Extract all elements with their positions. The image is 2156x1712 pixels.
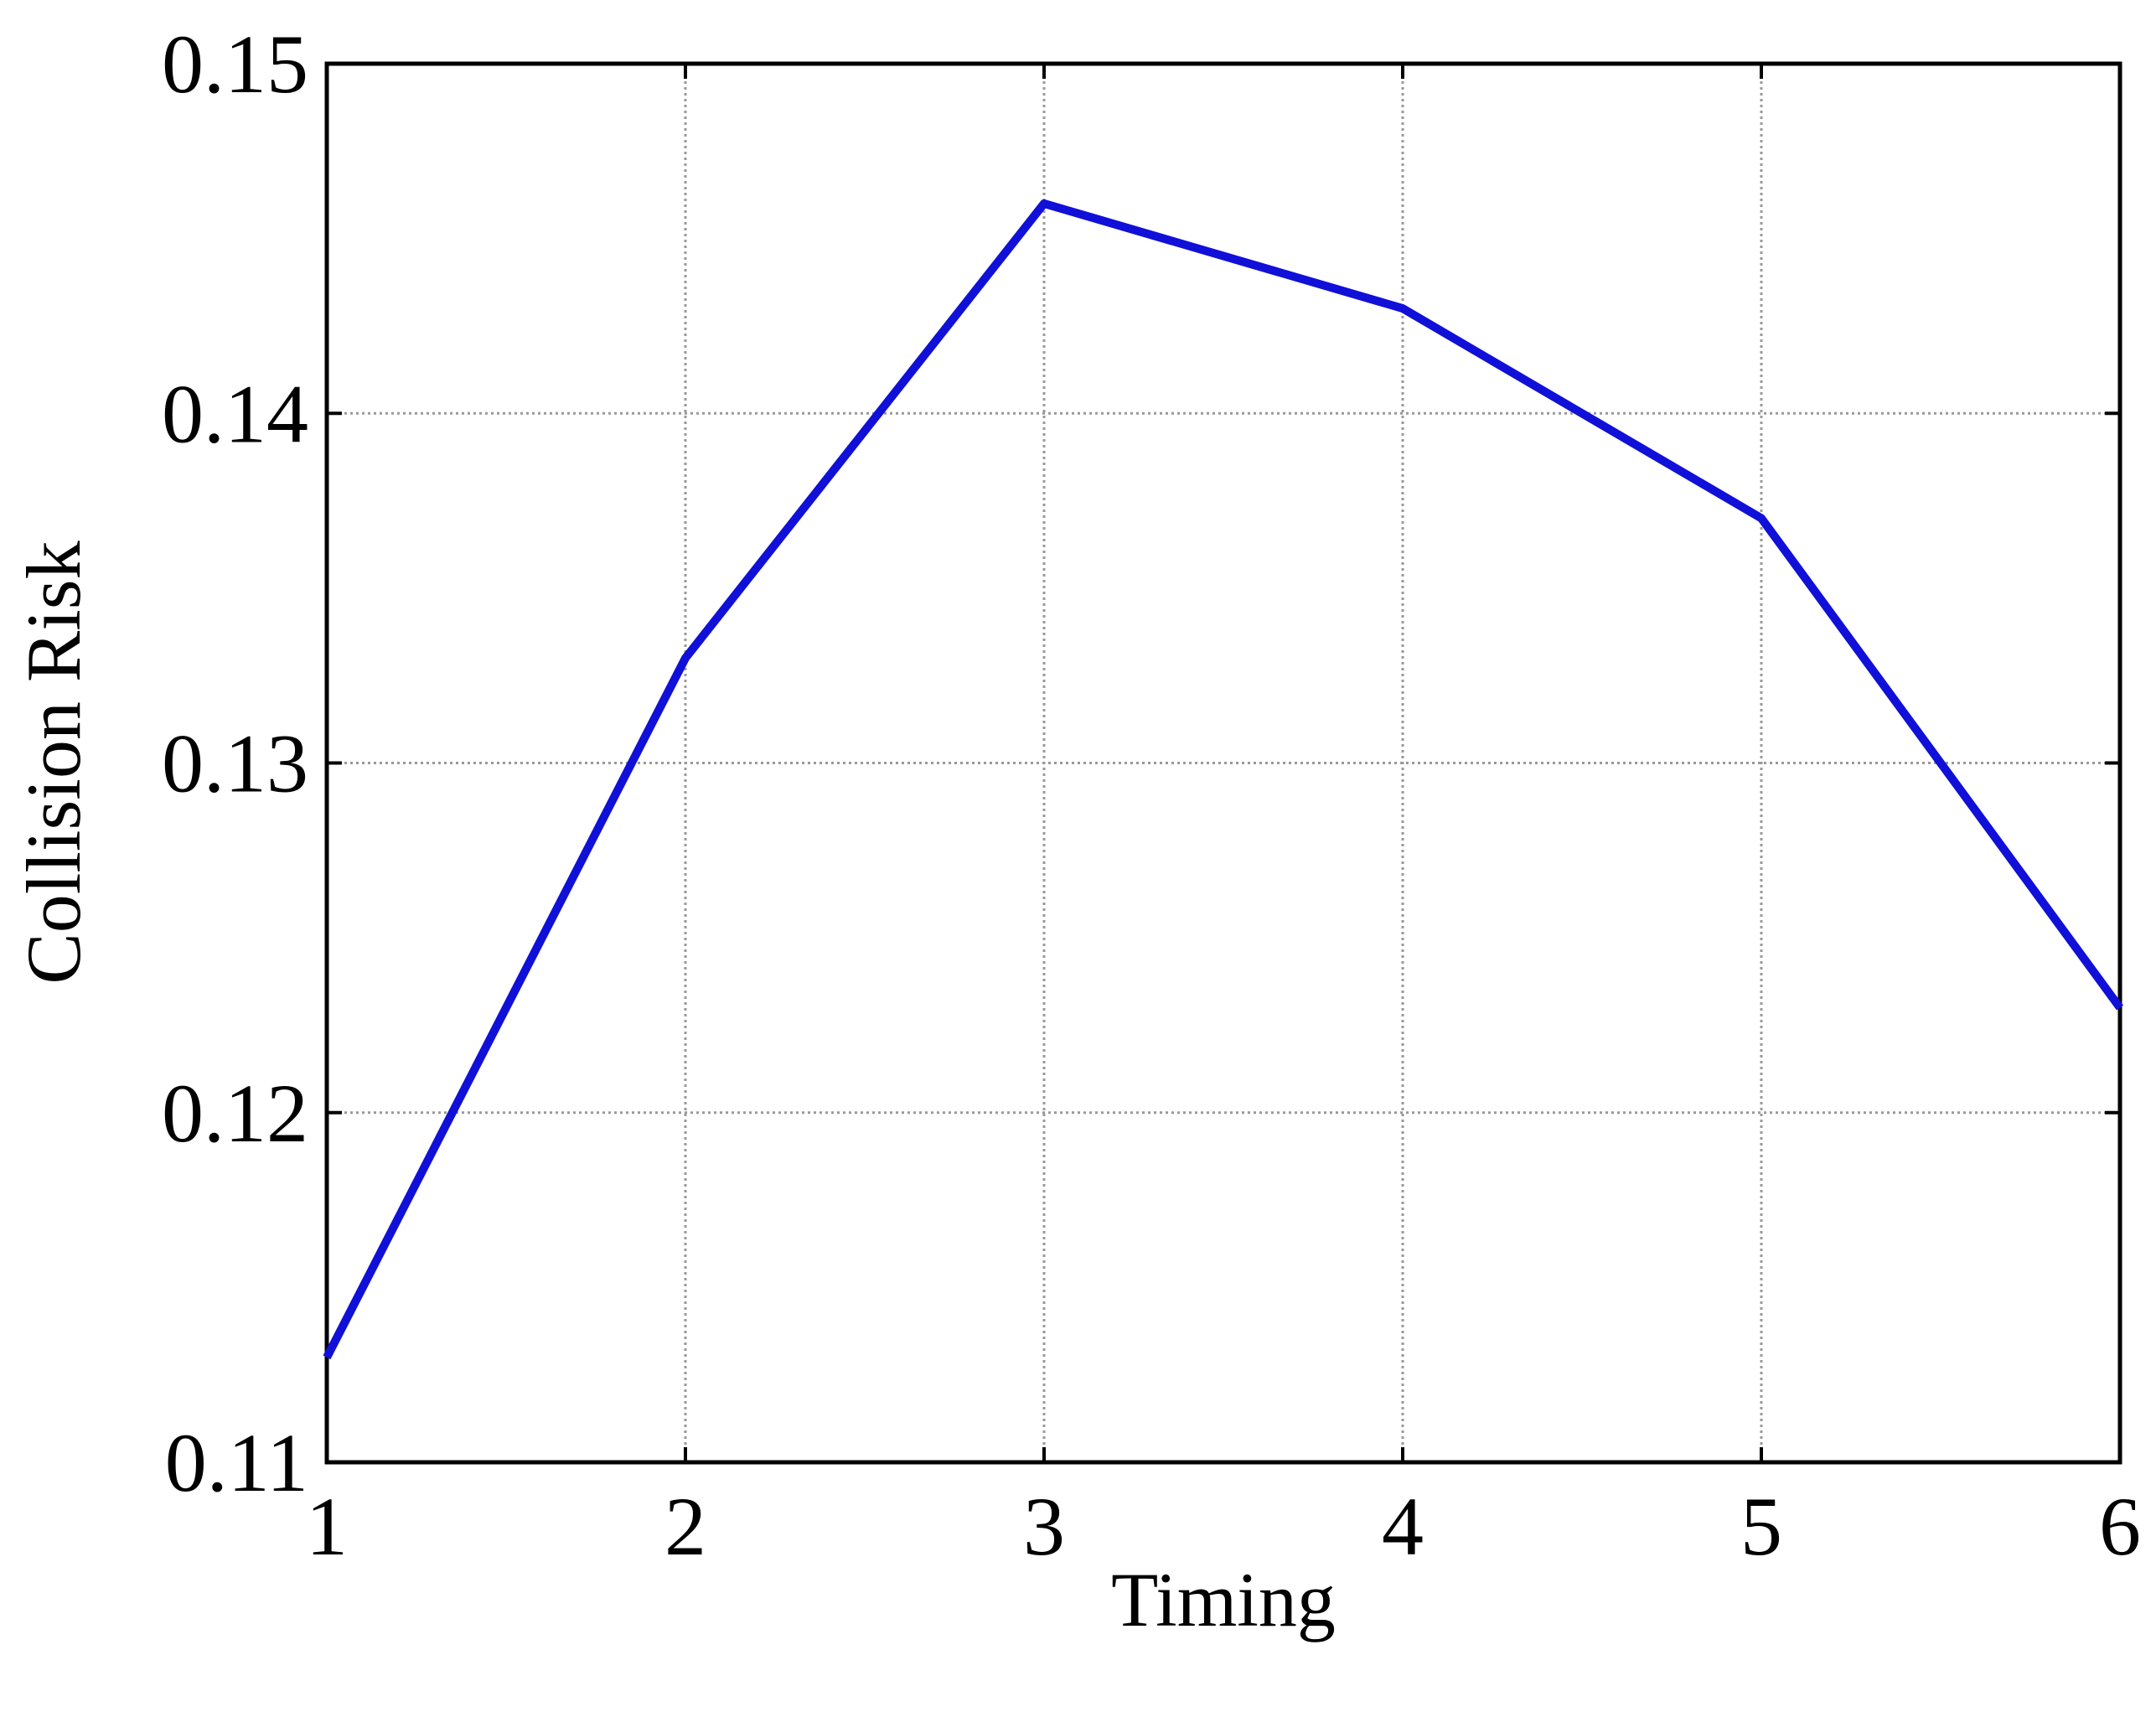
x-tick-label: 2 xyxy=(664,1480,706,1573)
plot-frame xyxy=(324,61,2122,1465)
y-tick-label: 0.15 xyxy=(162,18,308,111)
y-tick-label: 0.13 xyxy=(162,717,308,810)
x-tick-label: 6 xyxy=(2099,1480,2141,1573)
y-axis-label: Collision Risk xyxy=(11,540,96,984)
y-tick-label: 0.12 xyxy=(162,1067,308,1160)
y-tick-label: 0.14 xyxy=(162,367,308,460)
data-line xyxy=(323,199,2124,1360)
x-tick-label: 5 xyxy=(1740,1480,1782,1573)
x-tick-label: 3 xyxy=(1023,1480,1065,1573)
x-axis-label: Timing xyxy=(1111,1557,1336,1642)
y-tick-label: 0.11 xyxy=(165,1416,308,1509)
x-tick-label: 1 xyxy=(306,1480,348,1573)
x-tick-label: 4 xyxy=(1382,1480,1424,1573)
